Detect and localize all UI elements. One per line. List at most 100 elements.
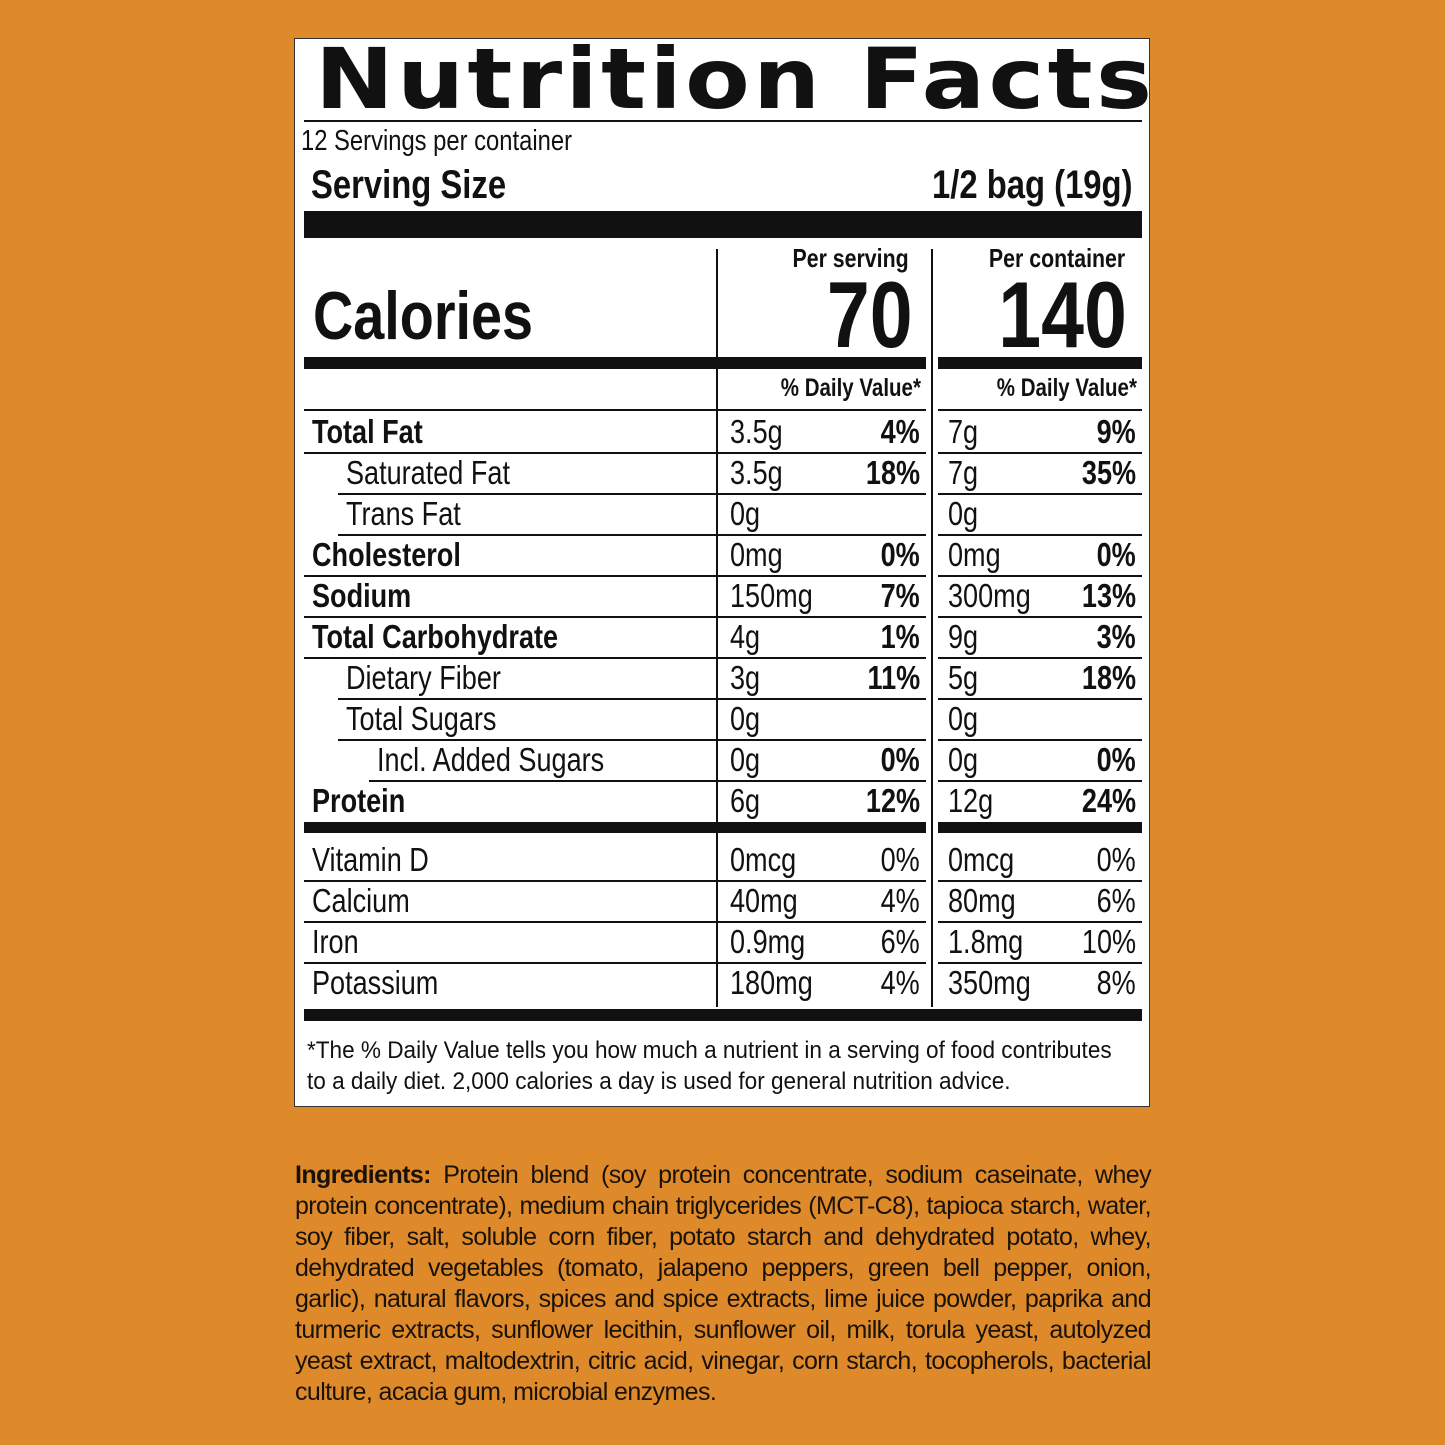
- row-divider: [338, 493, 926, 495]
- nutrient-name: Cholesterol: [312, 534, 494, 575]
- container-amount-text: 7g: [948, 413, 979, 450]
- container-amount: 5g: [948, 657, 985, 698]
- thick-divider: [938, 357, 1142, 369]
- nutrient-name-text: Total Sugars: [346, 700, 497, 737]
- serving-size-value-text: 1/2 bag (19g): [932, 163, 1133, 207]
- nutrient-name: Dietary Fiber: [346, 657, 535, 698]
- container-amount-text: 0mcg: [948, 841, 1015, 878]
- container-daily-value: 0%: [1088, 534, 1136, 575]
- serving-amount: 0mg: [730, 534, 794, 575]
- nutrient-name-text: Cholesterol: [312, 536, 461, 573]
- serving-amount-text: 0.9mg: [730, 923, 806, 960]
- container-amount-text: 7g: [948, 454, 979, 491]
- row-divider: [304, 409, 926, 411]
- servings-per-container: 12 Servings per container: [301, 125, 631, 157]
- serving-size-label-text: Serving Size: [311, 163, 507, 207]
- row-divider: [338, 698, 926, 700]
- row-divider: [938, 657, 1142, 659]
- serving-amount: 0mcg: [730, 839, 811, 880]
- container-daily-value-text: 0%: [1096, 536, 1136, 573]
- serving-amount-text: 0g: [730, 741, 761, 778]
- nutrient-row: Total Fat 3.5g 4% 7g 9%: [304, 411, 1142, 452]
- nutrient-row: Total Sugars 0g 0g: [304, 698, 1142, 739]
- container-amount: 0g: [948, 739, 985, 780]
- nutrient-name-text: Potassium: [312, 964, 439, 1001]
- serving-amount-text: 0mcg: [730, 841, 797, 878]
- ingredients: Ingredients: Protein blend (soy protein …: [295, 1160, 1152, 1408]
- serving-daily-value-text: 4%: [880, 882, 920, 919]
- thick-divider: [938, 822, 1142, 833]
- serving-daily-value-text: 4%: [880, 964, 920, 1001]
- nutrient-name: Sodium: [312, 575, 433, 616]
- serving-amount-text: 0g: [730, 495, 761, 532]
- thick-divider: [304, 211, 1142, 238]
- serving-daily-value: 4%: [872, 880, 920, 921]
- serving-amount: 150mg: [730, 575, 831, 616]
- per-serving-label: Per serving: [767, 244, 909, 272]
- daily-value-header-text: % Daily Value*: [996, 374, 1137, 402]
- nutrient-name: Total Carbohydrate: [312, 616, 612, 657]
- container-amount: 80mg: [948, 880, 1031, 921]
- container-daily-value: 3%: [1088, 616, 1136, 657]
- serving-amount: 40mg: [730, 880, 813, 921]
- row-divider: [369, 780, 926, 782]
- per-serving-calories: 70: [808, 262, 913, 367]
- row-divider: [938, 698, 1142, 700]
- nutrient-name: Total Sugars: [346, 698, 529, 739]
- serving-amount-text: 0g: [730, 700, 761, 737]
- serving-amount: 0g: [730, 698, 767, 739]
- container-amount-text: 80mg: [948, 882, 1016, 919]
- row-divider: [304, 616, 926, 618]
- container-amount-text: 0g: [948, 495, 979, 532]
- serving-daily-value: 6%: [872, 921, 920, 962]
- serving-daily-value-text: 18%: [865, 454, 920, 491]
- container-daily-value-text: 10%: [1081, 923, 1136, 960]
- container-amount-text: 0mg: [948, 536, 1001, 573]
- calories-label: Calories: [313, 279, 581, 353]
- container-daily-value-text: 35%: [1081, 454, 1136, 491]
- serving-amount-text: 3g: [730, 659, 761, 696]
- nutrient-row: Calcium 40mg 4% 80mg 6%: [304, 880, 1142, 921]
- nutrient-name: Trans Fat: [346, 493, 486, 534]
- row-divider: [938, 493, 1142, 495]
- container-amount-text: 9g: [948, 618, 979, 655]
- row-divider: [304, 452, 926, 454]
- container-daily-value-text: 6%: [1096, 882, 1136, 919]
- row-divider: [338, 534, 926, 536]
- per-container-calories-text: 140: [998, 262, 1127, 367]
- container-amount: 1.8mg: [948, 921, 1040, 962]
- serving-amount-text: 3.5g: [730, 454, 783, 491]
- column-divider: [931, 249, 933, 1007]
- serving-amount: 3.5g: [730, 452, 794, 493]
- serving-amount-text: 0mg: [730, 536, 783, 573]
- row-divider: [304, 880, 926, 882]
- row-divider: [938, 880, 1142, 882]
- nutrition-facts-title: Nutrition Facts: [315, 30, 1156, 128]
- serving-daily-value: 11%: [856, 657, 920, 698]
- per-serving-calories-text: 70: [827, 262, 913, 367]
- serving-daily-value-text: 0%: [880, 741, 920, 778]
- thick-divider: [304, 357, 926, 369]
- nutrient-name: Incl. Added Sugars: [377, 739, 654, 780]
- container-daily-value: 6%: [1088, 880, 1136, 921]
- container-amount: 0g: [948, 698, 985, 739]
- serving-daily-value-text: 0%: [880, 841, 920, 878]
- nutrient-name: Calcium: [312, 880, 431, 921]
- container-daily-value: 13%: [1070, 575, 1136, 616]
- container-amount-text: 12g: [948, 782, 994, 819]
- row-divider: [938, 962, 1142, 964]
- nutrient-row: Potassium 180mg 4% 350mg 8%: [304, 962, 1142, 1003]
- serving-amount: 0.9mg: [730, 921, 822, 962]
- nutrient-name-text: Iron: [312, 923, 359, 960]
- serving-daily-value: 4%: [872, 411, 920, 452]
- serving-daily-value: 18%: [854, 452, 920, 493]
- calories-label-text: Calories: [313, 278, 534, 354]
- serving-daily-value-text: 7%: [880, 577, 920, 614]
- container-amount-text: 0g: [948, 700, 979, 737]
- container-daily-value-text: 13%: [1081, 577, 1136, 614]
- nutrient-name-text: Vitamin D: [312, 841, 429, 878]
- nutrient-name: Potassium: [312, 962, 466, 1003]
- serving-amount: 0g: [730, 493, 767, 534]
- container-amount-text: 5g: [948, 659, 979, 696]
- per-serving-label-text: Per serving: [792, 243, 909, 273]
